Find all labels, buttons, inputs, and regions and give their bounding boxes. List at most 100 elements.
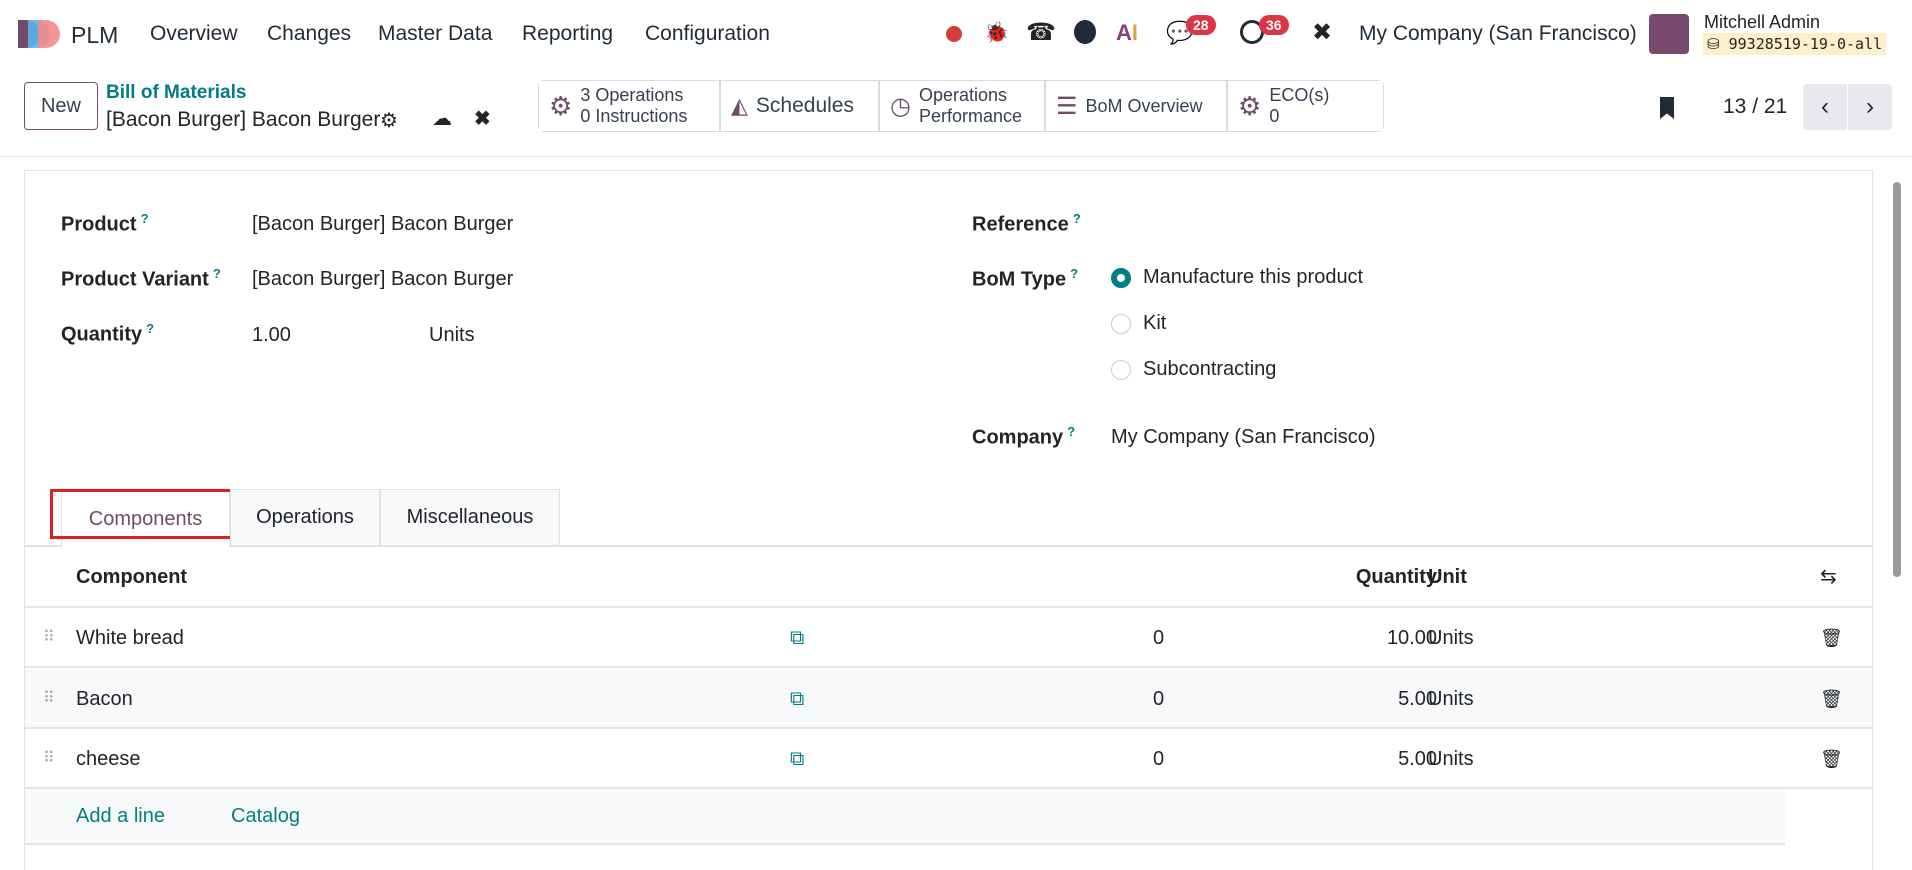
instructions-count: 0 Instructions (580, 106, 688, 126)
database-label: ⛁ 99328519-19-0-all (1703, 33, 1887, 55)
company-switcher[interactable]: My Company (San Francisco) (1359, 22, 1637, 45)
breadcrumb[interactable]: Bill of Materials (106, 82, 247, 103)
quantity-cell[interactable]: 5.00 (1398, 748, 1437, 770)
radio-icon[interactable] (1111, 359, 1131, 380)
bug-icon[interactable]: 🐞 (984, 22, 1009, 44)
avatar[interactable] (1649, 14, 1689, 54)
menu-changes[interactable]: Changes (267, 22, 352, 45)
table-row[interactable]: ⠿ cheese ⧉ 0 5.00 Units 🗑 (25, 729, 1872, 789)
component-cell[interactable]: cheese (76, 748, 141, 770)
gear-icon[interactable]: ⚙ (380, 110, 398, 132)
next-record-button[interactable]: › (1848, 84, 1892, 130)
header-unit[interactable]: Unit (1428, 566, 1467, 588)
drag-handle-icon[interactable]: ⠿ (43, 629, 55, 646)
bom-type-option: Manufacture this product (1143, 266, 1364, 288)
help-icon[interactable]: ? (1067, 424, 1076, 439)
bom-type-kit[interactable]: Kit (1111, 312, 1166, 335)
component-cell[interactable]: Bacon (76, 687, 133, 710)
uom-field[interactable]: Units (429, 324, 475, 346)
gears-icon: ⚙ (549, 90, 573, 121)
help-icon[interactable]: ? (140, 211, 149, 226)
operations-performance-smart-button[interactable]: ◷ Operations Performance (879, 80, 1045, 132)
unit-cell[interactable]: Units (1428, 687, 1474, 710)
company-field[interactable]: My Company (San Francisco) (1111, 426, 1376, 448)
reference-label: Reference? (972, 211, 1081, 237)
bom-type-label: BoM Type? (972, 266, 1078, 292)
unit-cell[interactable]: Units (1428, 627, 1474, 649)
product-field[interactable]: [Bacon Burger] Bacon Burger (252, 213, 514, 235)
bom-type-label-text: BoM Type (972, 268, 1067, 291)
record-title: [Bacon Burger] Bacon Burger (106, 108, 381, 131)
pager-value[interactable]: 13 / 21 (1723, 95, 1788, 118)
help-icon[interactable]: ? (1070, 266, 1079, 281)
menu-configuration[interactable]: Configuration (645, 22, 770, 45)
trash-icon[interactable]: 🗑 (1820, 749, 1843, 769)
catalog-link[interactable]: Catalog (231, 805, 300, 827)
ecos-smart-button[interactable]: ⚙ ECO(s) 0 (1227, 80, 1384, 132)
user-name[interactable]: Mitchell Admin (1704, 12, 1821, 32)
table-row[interactable]: ⠿ White bread ⧉ 0 10.00 Units 🗑 (25, 608, 1872, 668)
trash-icon[interactable]: 🗑 (1820, 688, 1843, 709)
quantity-cell[interactable]: 5.00 (1398, 687, 1437, 710)
radio-checked-icon[interactable] (1111, 267, 1131, 288)
previous-record-button[interactable]: ‹ (1803, 84, 1847, 130)
discard-icon[interactable]: ✖ (474, 108, 491, 130)
menu-master-data[interactable]: Master Data (378, 22, 493, 45)
zero-cell: 0 (1153, 748, 1165, 770)
odoo-logo[interactable] (18, 20, 62, 48)
tab-miscellaneous[interactable]: Miscellaneous (380, 489, 560, 545)
radio-icon[interactable] (1111, 313, 1131, 334)
tab-operations[interactable]: Operations (230, 489, 380, 545)
trash-icon[interactable]: 🗑 (1820, 628, 1843, 648)
operations-smart-button[interactable]: ⚙ 3 Operations 0 Instructions (538, 80, 720, 132)
copy-icon[interactable]: ⧉ (790, 627, 805, 649)
quantity-field[interactable]: 1.00 (252, 324, 291, 346)
app-name[interactable]: PLM (71, 22, 119, 48)
bom-type-manufacture[interactable]: Manufacture this product (1111, 266, 1363, 289)
copy-icon[interactable]: ⧉ (790, 748, 805, 770)
unit-cell[interactable]: Units (1428, 748, 1474, 770)
database-name: 99328519-19-0-all (1728, 35, 1883, 53)
record-icon[interactable] (946, 26, 962, 42)
new-button[interactable]: New (24, 82, 98, 130)
schedules-label: Schedules (755, 94, 854, 117)
table-row[interactable]: ⠿ Bacon ⧉ 0 5.00 Units 🗑 (25, 668, 1872, 729)
highlight-box (50, 489, 233, 539)
component-cell[interactable]: White bread (76, 627, 184, 649)
copy-icon[interactable]: ⧉ (790, 687, 805, 710)
tab-components[interactable]: Components (61, 489, 230, 547)
company-label-text: Company (972, 426, 1064, 449)
menu-overview[interactable]: Overview (150, 22, 238, 45)
performance-line2: Performance (918, 106, 1022, 126)
help-icon[interactable]: ? (212, 266, 221, 281)
schedules-smart-button[interactable]: ◭ Schedules (720, 80, 879, 132)
activities-badge: 36 (1259, 15, 1289, 35)
globe-icon[interactable] (1074, 20, 1096, 44)
bookmark-icon[interactable] (1660, 97, 1674, 119)
table-footer: Add a line Catalog (25, 789, 1785, 845)
header-component[interactable]: Component (76, 566, 188, 588)
phone-icon[interactable]: ☎ (1026, 19, 1056, 46)
help-icon[interactable]: ? (146, 321, 155, 336)
company-label: Company? (972, 424, 1075, 450)
bom-overview-smart-button[interactable]: ☰ BoM Overview (1045, 80, 1227, 132)
drag-handle-icon[interactable]: ⠿ (43, 750, 55, 767)
variant-label-text: Product Variant (61, 268, 209, 291)
divider (0, 156, 1912, 157)
drag-handle-icon[interactable]: ⠿ (43, 689, 55, 707)
bom-type-subcontracting[interactable]: Subcontracting (1111, 358, 1276, 381)
add-line-link[interactable]: Add a line (76, 805, 165, 827)
messages-badge: 28 (1186, 15, 1216, 35)
help-icon[interactable]: ? (1072, 211, 1081, 226)
tools-icon[interactable]: ✖ (1312, 19, 1333, 46)
performance-line1: Operations (918, 85, 1008, 105)
quantity-cell[interactable]: 10.00 (1386, 627, 1437, 649)
header-quantity[interactable]: Quantity (1355, 566, 1437, 588)
menu-reporting[interactable]: Reporting (522, 22, 614, 45)
ai-icon[interactable]: AI (1116, 20, 1139, 45)
bom-overview-label: BoM Overview (1085, 95, 1203, 116)
variant-field[interactable]: [Bacon Burger] Bacon Burger (252, 268, 514, 290)
optional-columns-icon[interactable]: ⇆ (1820, 566, 1837, 588)
scrollbar[interactable] (1893, 182, 1901, 577)
save-cloud-icon[interactable]: ☁ (432, 108, 452, 130)
